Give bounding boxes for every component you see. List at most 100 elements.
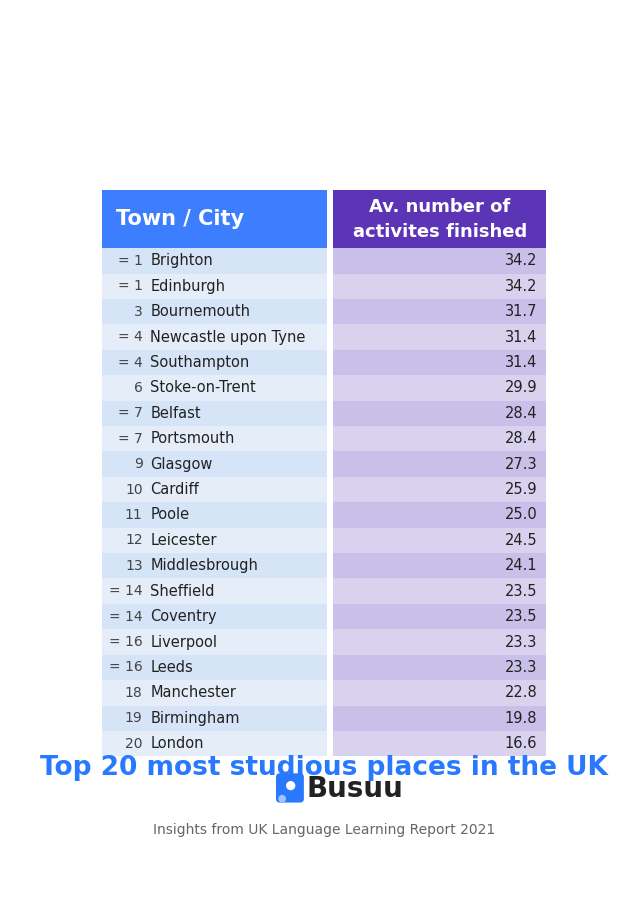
Text: = 1: = 1 xyxy=(118,254,142,268)
Text: Brighton: Brighton xyxy=(151,254,213,268)
Text: Town / City: Town / City xyxy=(116,209,244,229)
Text: Southampton: Southampton xyxy=(151,355,249,370)
Text: 23.5: 23.5 xyxy=(505,609,537,624)
Text: 23.5: 23.5 xyxy=(505,583,537,599)
Text: 3: 3 xyxy=(134,305,142,319)
Text: Poole: Poole xyxy=(151,508,189,522)
Bar xyxy=(334,603,546,629)
Bar xyxy=(334,579,546,603)
Text: Leeds: Leeds xyxy=(151,660,193,675)
Text: 31.4: 31.4 xyxy=(505,330,537,344)
Text: London: London xyxy=(151,736,204,751)
Bar xyxy=(103,451,327,477)
Text: Portsmouth: Portsmouth xyxy=(151,431,235,446)
Text: Birmingham: Birmingham xyxy=(151,710,240,726)
Text: Cardiff: Cardiff xyxy=(151,482,199,497)
FancyBboxPatch shape xyxy=(276,773,304,803)
Text: 23.3: 23.3 xyxy=(505,635,537,649)
Text: Leicester: Leicester xyxy=(151,533,217,548)
Text: = 4: = 4 xyxy=(118,355,142,370)
Bar xyxy=(334,191,546,248)
Bar xyxy=(334,731,546,756)
Text: Belfast: Belfast xyxy=(151,405,201,421)
Bar xyxy=(334,528,546,553)
Text: Busuu: Busuu xyxy=(307,775,404,803)
Text: 20: 20 xyxy=(125,737,142,750)
Text: Liverpool: Liverpool xyxy=(151,635,217,649)
Text: 19.8: 19.8 xyxy=(505,710,537,726)
Text: = 7: = 7 xyxy=(118,406,142,420)
Bar xyxy=(103,731,327,756)
Text: Av. number of
activites finished: Av. number of activites finished xyxy=(353,198,527,241)
Text: Coventry: Coventry xyxy=(151,609,217,624)
Bar xyxy=(334,248,546,274)
Bar xyxy=(103,553,327,579)
Bar xyxy=(334,426,546,451)
Text: Bournemouth: Bournemouth xyxy=(151,304,251,320)
Bar xyxy=(103,528,327,553)
Bar xyxy=(103,629,327,655)
Bar xyxy=(334,706,546,731)
Text: 12: 12 xyxy=(125,533,142,548)
Bar xyxy=(334,655,546,680)
Text: 31.7: 31.7 xyxy=(505,304,537,320)
Text: = 14: = 14 xyxy=(109,584,142,598)
Circle shape xyxy=(279,795,286,803)
Text: 28.4: 28.4 xyxy=(505,405,537,421)
Bar xyxy=(103,299,327,324)
Bar xyxy=(334,401,546,426)
Bar xyxy=(103,274,327,299)
Bar xyxy=(103,579,327,603)
Text: 24.1: 24.1 xyxy=(505,558,537,573)
Text: 27.3: 27.3 xyxy=(505,456,537,472)
Text: Newcastle upon Tyne: Newcastle upon Tyne xyxy=(151,330,306,344)
Bar xyxy=(334,299,546,324)
Text: = 7: = 7 xyxy=(118,432,142,446)
Text: 31.4: 31.4 xyxy=(505,355,537,370)
Text: 22.8: 22.8 xyxy=(505,686,537,700)
Bar xyxy=(334,680,546,706)
Text: 9: 9 xyxy=(134,457,142,471)
Text: 23.3: 23.3 xyxy=(505,660,537,675)
Bar xyxy=(334,629,546,655)
Text: = 16: = 16 xyxy=(109,635,142,649)
Text: 24.5: 24.5 xyxy=(505,533,537,548)
Text: 25.9: 25.9 xyxy=(505,482,537,497)
Text: 28.4: 28.4 xyxy=(505,431,537,446)
Text: 16.6: 16.6 xyxy=(505,736,537,751)
Bar xyxy=(334,451,546,477)
Circle shape xyxy=(286,781,296,791)
Text: Manchester: Manchester xyxy=(151,686,236,700)
Bar xyxy=(103,603,327,629)
Text: 11: 11 xyxy=(125,508,142,522)
Bar xyxy=(334,274,546,299)
Text: 34.2: 34.2 xyxy=(505,278,537,294)
Bar xyxy=(103,502,327,528)
Text: 34.2: 34.2 xyxy=(505,254,537,268)
Text: 19: 19 xyxy=(125,711,142,725)
Bar xyxy=(103,706,327,731)
Text: = 1: = 1 xyxy=(118,279,142,293)
Text: Glasgow: Glasgow xyxy=(151,456,213,472)
Text: Edinburgh: Edinburgh xyxy=(151,278,225,294)
Text: 10: 10 xyxy=(125,483,142,497)
Bar xyxy=(334,477,546,502)
Bar xyxy=(103,680,327,706)
Bar xyxy=(103,324,327,350)
Bar xyxy=(103,375,327,401)
Bar xyxy=(334,350,546,375)
Bar xyxy=(103,477,327,502)
Text: = 16: = 16 xyxy=(109,660,142,675)
Bar xyxy=(103,401,327,426)
Text: Stoke-on-Trent: Stoke-on-Trent xyxy=(151,381,256,395)
Text: 18: 18 xyxy=(125,686,142,700)
Bar xyxy=(103,248,327,274)
Text: 25.0: 25.0 xyxy=(505,508,537,522)
Bar xyxy=(334,324,546,350)
Bar xyxy=(103,426,327,451)
Text: = 14: = 14 xyxy=(109,610,142,624)
Bar xyxy=(103,350,327,375)
Text: Sheffield: Sheffield xyxy=(151,583,215,599)
Text: 29.9: 29.9 xyxy=(505,381,537,395)
Text: 6: 6 xyxy=(134,381,142,395)
